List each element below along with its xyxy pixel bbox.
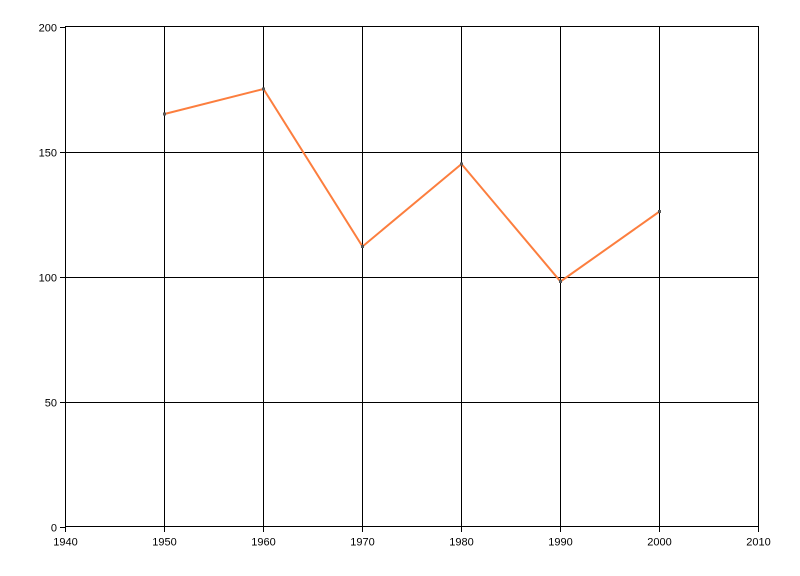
plot-frame: [65, 26, 759, 527]
data-point-marker: [262, 87, 265, 91]
plot-background: [65, 26, 759, 527]
data-point-marker: [658, 210, 661, 213]
y-tick-label: 50: [45, 398, 57, 410]
x-tick-label: 1950: [152, 537, 176, 549]
x-tick-label: 1980: [449, 537, 473, 549]
y-tick-label: 0: [51, 523, 57, 535]
x-tick-label: 1970: [350, 537, 374, 549]
y-tick-label: 150: [39, 148, 57, 160]
y-tick-label: 200: [39, 23, 57, 35]
data-point-marker: [460, 162, 463, 166]
y-tick-label: 100: [39, 273, 57, 285]
data-point-marker: [163, 112, 166, 116]
data-point-marker: [559, 280, 562, 283]
x-tick-label: 1940: [53, 537, 77, 549]
x-tick-label: 2000: [647, 537, 671, 549]
data-line: [164, 87, 661, 283]
x-tick-label: 1960: [251, 537, 275, 549]
x-tick-label: 1990: [548, 537, 572, 549]
x-tick-label: 2010: [746, 537, 770, 549]
data-point-marker: [361, 245, 364, 248]
